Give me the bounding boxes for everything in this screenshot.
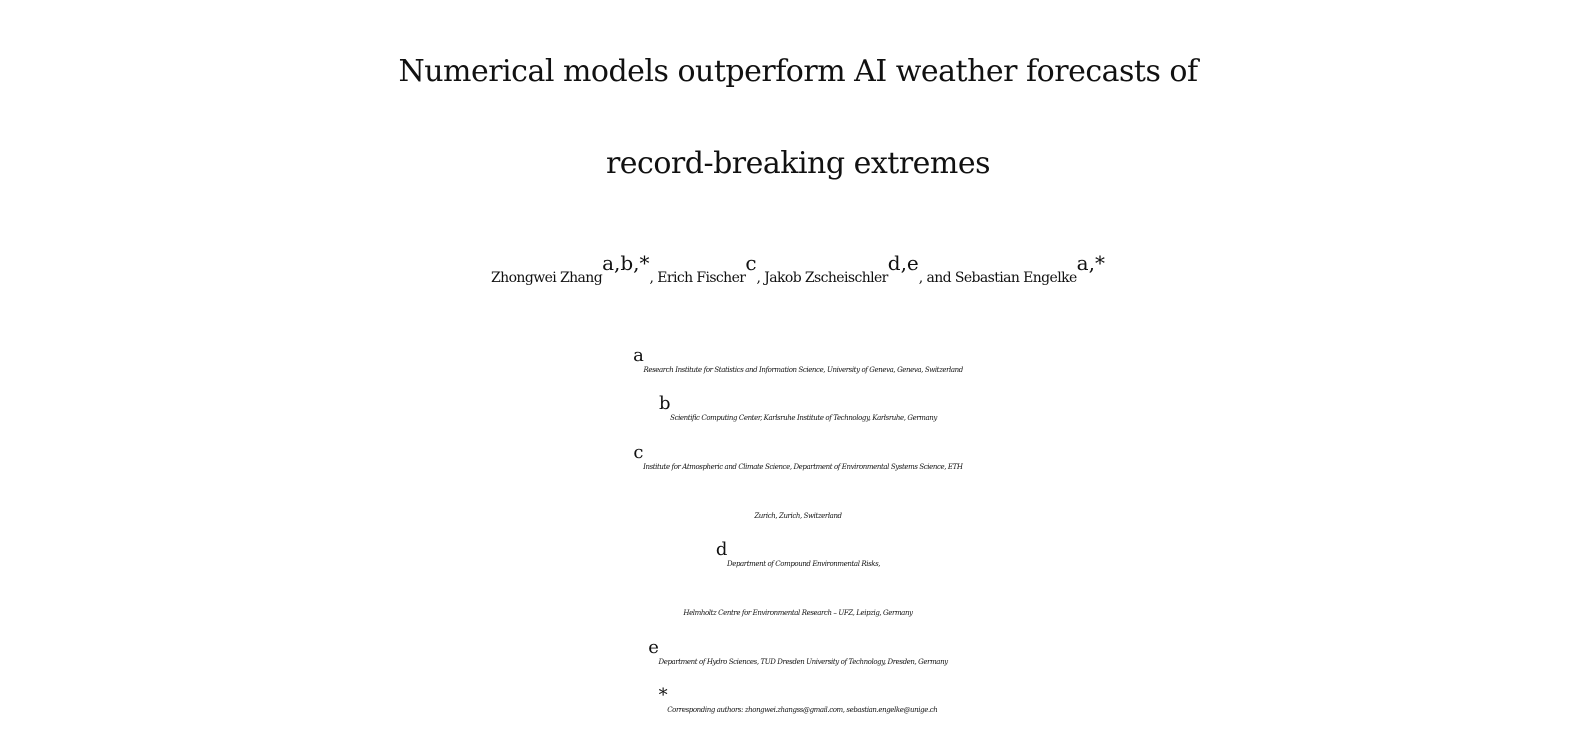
affiliation-d: dDepartment of Compound Environmental Ri…: [0, 541, 1596, 580]
affiliation-d-continued: Helmholtz Centre for Environmental Resea…: [0, 597, 1596, 629]
affiliation-e: eDepartment of Hydro Sciences, TUD Dresd…: [0, 639, 1596, 678]
paper-title-line-2: record-breaking extremes: [605, 146, 991, 181]
affiliation-text: Department of Hydro Sciences, TUD Dresde…: [658, 658, 949, 666]
affiliation-mark: e: [648, 637, 659, 659]
affiliation-b: bScientific Computing Center, Karlsruhe …: [0, 395, 1596, 434]
author-affiliation-marks: c: [745, 251, 757, 275]
author-name: Zhongwei Zhang: [491, 270, 603, 286]
affiliation-text: Scientific Computing Center, Karlsruhe I…: [670, 414, 937, 422]
author-separator: , and: [918, 270, 955, 286]
affiliation-text: Institute for Atmospheric and Climate Sc…: [643, 463, 963, 471]
author-name: Sebastian Engelke: [954, 270, 1077, 286]
author-affiliation-marks: a,*: [1076, 251, 1105, 275]
affiliation-text: Research Institute for Statistics and In…: [643, 366, 963, 374]
affiliation-text: Department of Compound Environmental Ris…: [726, 560, 881, 568]
author-name: Jakob Zscheischler: [764, 270, 888, 286]
affiliation-mark: c: [633, 442, 644, 464]
corresponding-mark: *: [658, 685, 668, 707]
author-separator: ,: [756, 270, 765, 286]
author-name: Erich Fischer: [657, 270, 746, 286]
corresponding-text: Corresponding authors: zhongwei.zhangss@…: [667, 706, 938, 714]
affiliation-mark: a: [633, 345, 644, 367]
affiliation-text: Zurich, Zurich, Switzerland: [754, 512, 842, 520]
author-affiliation-marks: d,e: [887, 251, 919, 275]
paper-title-line-1: Numerical models outperform AI weather f…: [398, 54, 1198, 89]
affiliation-c-continued: Zurich, Zurich, Switzerland: [0, 500, 1596, 532]
author-separator: ,: [649, 270, 658, 286]
affiliation-mark: b: [659, 393, 671, 415]
author-affiliation-marks: a,b,*: [602, 251, 650, 275]
author-list: Zhongwei Zhanga,b,*, Erich Fischerc, Jak…: [0, 253, 1596, 298]
affiliation-mark: d: [715, 539, 728, 561]
affiliation-c: cInstitute for Atmospheric and Climate S…: [0, 444, 1596, 483]
corresponding-authors: *Corresponding authors: zhongwei.zhangss…: [0, 687, 1596, 726]
affiliation-text: Helmholtz Centre for Environmental Resea…: [683, 609, 913, 617]
affiliation-a: aResearch Institute for Statistics and I…: [0, 347, 1596, 386]
